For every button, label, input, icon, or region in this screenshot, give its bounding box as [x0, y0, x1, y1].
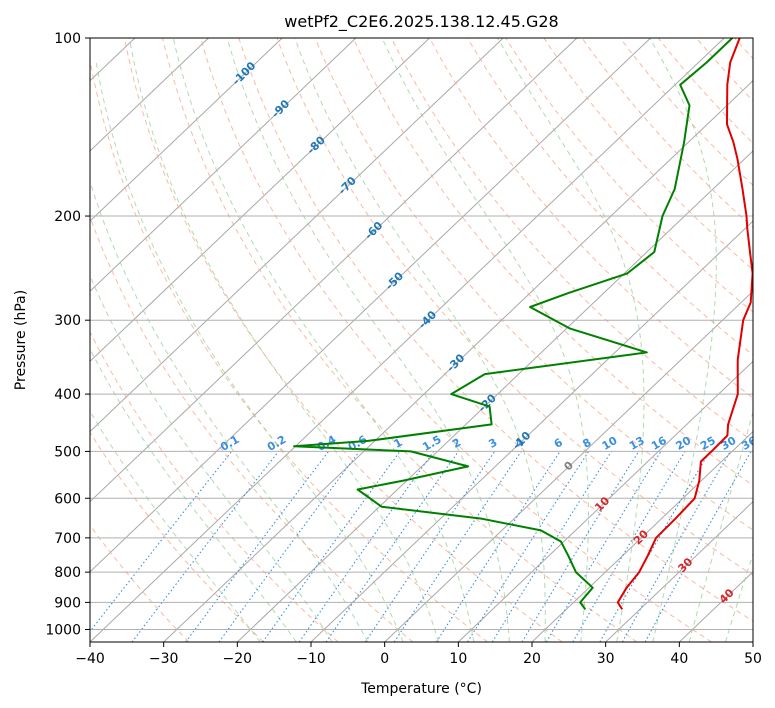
isotherm-line: [531, 430, 753, 642]
isotherm-line: [90, 38, 357, 292]
moist-adiabat-line: [90, 179, 369, 642]
dry-adiabat-line: [276, 38, 753, 576]
x-tick-label: 10: [449, 651, 467, 667]
dry-adiabat-line: [124, 38, 563, 642]
mixing-ratio-label: 36: [739, 434, 759, 453]
mixing-ratio-line: [621, 451, 731, 642]
moist-adiabat-line: [90, 410, 261, 642]
x-tick-label: −10: [296, 651, 326, 667]
mixing-ratio-line: [131, 451, 279, 642]
mixing-ratio-line: [467, 451, 590, 642]
isotherm-line: [90, 38, 578, 503]
dry-adiabat-line: [314, 38, 753, 531]
x-tick-label: −40: [75, 651, 105, 667]
dry-adiabat-line: [200, 38, 712, 642]
x-tick-label: 20: [523, 651, 541, 667]
x-tick-label: 0: [380, 651, 389, 667]
x-tick-label: 30: [597, 651, 615, 667]
mixing-ratio-line: [435, 451, 561, 642]
x-tick-label: −20: [223, 651, 253, 667]
mixing-ratio-line: [644, 451, 752, 642]
y-tick-label: 500: [54, 444, 81, 460]
x-axis-label: Temperature (°C): [360, 681, 482, 697]
isotherm-line: [605, 500, 753, 642]
mixing-ratio-line: [262, 451, 401, 642]
y-tick-label: 800: [54, 565, 81, 581]
isotherm-line: [90, 38, 283, 222]
moist-adiabat-line: [95, 62, 404, 642]
axes: −40 −30 −20 −10 0 10 20 30 40 50 100 200 300 400 500 60…: [45, 31, 762, 667]
dry-adiabat-line: [657, 38, 753, 144]
mixing-ratio-line: [325, 451, 459, 642]
y-tick-label: 200: [54, 209, 81, 225]
x-tick-label: 50: [744, 651, 762, 667]
dry-adiabat-line: [90, 330, 339, 642]
dry-adiabat-line: [505, 38, 753, 313]
dry-adiabat-line: [390, 38, 753, 443]
moist-adiabat-line: [294, 38, 546, 642]
dry-adiabat-line: [90, 56, 488, 642]
mixing-ratio-line: [90, 451, 233, 633]
y-tick-label: 600: [54, 491, 81, 507]
isotherm-line: [90, 38, 430, 363]
mixing-ratio-line: [218, 451, 360, 642]
y-tick-label: 300: [54, 313, 81, 329]
dry-adiabat-line: [543, 38, 753, 271]
isotherm-line: [384, 290, 753, 642]
isotherm-line: [90, 38, 651, 573]
isotherm-line: [90, 38, 725, 642]
dry-adiabat-line: [352, 38, 753, 487]
isotherm-line: [457, 360, 753, 642]
moist-adiabat-line: [381, 38, 589, 642]
chart-title: wetPf2_C2E6.2025.138.12.45.G28: [284, 12, 558, 32]
isotherm-line: [90, 38, 209, 152]
dry-adiabat-line: [467, 38, 753, 356]
x-tick-label: 40: [670, 651, 688, 667]
dry-adiabat-line: [90, 431, 264, 642]
moist-adiabat-line: [172, 38, 475, 642]
y-tick-label: 100: [54, 31, 81, 47]
plot-frame: [89, 37, 754, 643]
x-tick-label: −30: [149, 651, 179, 667]
mixing-ratio-line: [599, 451, 711, 642]
isotherm-line: [163, 80, 753, 642]
isotherm-line: [236, 150, 753, 642]
mixing-ratio-line: [298, 451, 435, 642]
dry-adiabat-line: [429, 38, 753, 399]
mixing-ratio-line: [572, 451, 686, 642]
y-axis-label: Pressure (hPa): [13, 290, 29, 390]
dry-adiabat-line: [581, 38, 753, 229]
y-tick-label: 900: [54, 595, 81, 611]
dry-adiabat-line: [238, 38, 753, 622]
moist-adiabat-line: [128, 38, 439, 642]
mixing-ratio-line: [491, 451, 612, 642]
mixing-ratio-line: [521, 451, 640, 642]
temperature-trace: [616, 38, 753, 610]
mixing-ratio-line: [545, 451, 662, 642]
dewpoint-trace: [293, 38, 733, 610]
y-tick-label: 700: [54, 531, 81, 547]
y-tick-label: 400: [54, 387, 81, 403]
isotherm-line: [90, 38, 504, 433]
y-tick-label: 1000: [45, 622, 81, 638]
dry-adiabat-line: [619, 38, 753, 186]
